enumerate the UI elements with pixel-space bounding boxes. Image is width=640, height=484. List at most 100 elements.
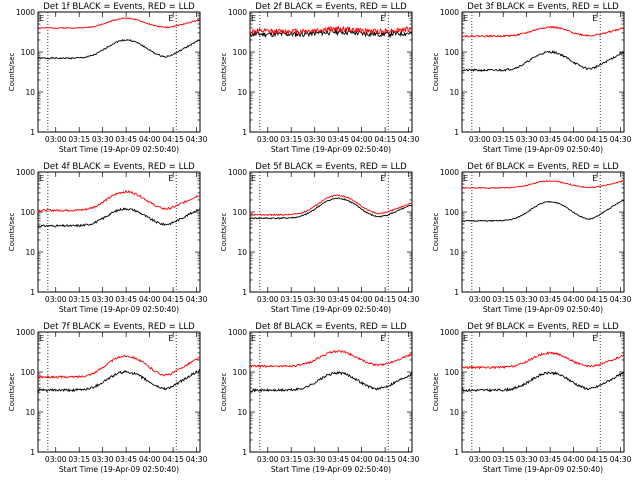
plot-frame (37, 331, 201, 453)
x-tick-label: 03:15 (492, 455, 514, 464)
x-tick-label: 04:15 (162, 135, 184, 144)
x-tick-label: 03:30 (92, 135, 114, 144)
event-marker-letter: E (380, 334, 385, 343)
event-marker-letter: E (39, 334, 44, 343)
x-tick-label: 03:15 (68, 135, 90, 144)
x-tick-label: 04:30 (398, 455, 420, 464)
y-tick-label: 10 (237, 408, 247, 417)
y-tick-label: 10 (237, 88, 247, 97)
x-tick-label: 03:00 (257, 455, 279, 464)
series-lld-line (249, 349, 413, 369)
y-tick-label: 100 (21, 48, 36, 57)
x-tick-label: 04:15 (374, 295, 396, 304)
x-tick-label: 03:00 (45, 455, 67, 464)
event-marker-letter: E (592, 334, 597, 343)
panel-title: Det 8f BLACK = Events, RED = LLD (255, 322, 407, 332)
panel-det-7: Det 7f BLACK = Events, RED = LLD 1 10 100 10… (8, 322, 208, 474)
y-tick-label: 1000 (440, 328, 459, 337)
event-marker-letter: E (251, 14, 256, 23)
y-tick-label: 100 (445, 368, 460, 377)
x-tick-label: 04:00 (563, 295, 585, 304)
panel-title: Det 3f BLACK = Events, RED = LLD (467, 2, 619, 12)
series-events-line (37, 207, 201, 228)
x-tick-label: 04:15 (374, 135, 396, 144)
plot-frame (37, 11, 201, 133)
panel-det-8: Det 8f BLACK = Events, RED = LLD 1 10 100 10… (220, 322, 420, 474)
panel-title: Det 9f BLACK = Events, RED = LLD (467, 322, 619, 332)
y-tick-label: 1 (242, 288, 247, 297)
y-tick-label: 1 (242, 128, 247, 137)
x-tick-label: 03:15 (492, 295, 514, 304)
event-marker-letter: E (39, 174, 44, 183)
x-tick-label: 04:30 (186, 295, 208, 304)
x-tick-label: 04:30 (610, 295, 632, 304)
x-tick-label: 04:00 (351, 295, 373, 304)
y-tick-label: 1000 (440, 168, 459, 177)
y-tick-label: 1000 (228, 8, 247, 17)
event-marker-letter: E (168, 14, 173, 23)
y-axis-label: Counts/sec (8, 373, 16, 412)
event-marker-letter: E (592, 174, 597, 183)
y-axis-label: Counts/sec (8, 53, 16, 92)
y-axis-label: Counts/sec (220, 213, 228, 252)
y-tick-label: 10 (237, 248, 247, 257)
panel-title: Det 7f BLACK = Events, RED = LLD (43, 322, 195, 332)
y-tick-label: 10 (25, 408, 35, 417)
x-axis-label: Start Time (19-Apr-09 02:50:40) (483, 305, 603, 314)
event-marker-letter: E (592, 14, 597, 23)
series-lld-line (249, 24, 413, 36)
y-axis-label: Counts/sec (220, 373, 228, 412)
x-tick-label: 03:45 (327, 135, 349, 144)
x-tick-label: 04:30 (398, 295, 420, 304)
x-tick-label: 03:00 (45, 295, 67, 304)
series-events-line (461, 199, 625, 222)
x-tick-label: 03:45 (115, 455, 137, 464)
x-tick-label: 03:00 (257, 295, 279, 304)
x-tick-label: 03:30 (304, 295, 326, 304)
x-axis-label: Start Time (19-Apr-09 02:50:40) (59, 465, 179, 474)
x-axis-label: Start Time (19-Apr-09 02:50:40) (271, 465, 391, 474)
x-tick-label: 03:15 (492, 135, 514, 144)
series-events-line (249, 197, 413, 220)
panel-title: Det 6f BLACK = Events, RED = LLD (467, 162, 619, 172)
series-events-line (249, 370, 413, 393)
x-tick-label: 04:15 (586, 135, 608, 144)
event-marker-letter: E (168, 334, 173, 343)
x-tick-label: 03:30 (516, 455, 538, 464)
x-tick-label: 04:30 (610, 455, 632, 464)
x-tick-label: 03:45 (115, 135, 137, 144)
y-axis-label: Counts/sec (432, 53, 440, 92)
panel-det-3: Det 3f BLACK = Events, RED = LLD 1 10 100 10… (432, 2, 632, 154)
x-tick-label: 04:30 (186, 135, 208, 144)
y-tick-label: 1 (242, 448, 247, 457)
event-marker-letter: E (463, 14, 468, 23)
x-tick-label: 03:45 (327, 295, 349, 304)
plot-frame (461, 331, 625, 453)
series-events-line (461, 50, 625, 73)
x-tick-label: 03:15 (280, 455, 302, 464)
x-axis-label: Start Time (19-Apr-09 02:50:40) (271, 145, 391, 154)
x-tick-label: 04:15 (586, 295, 608, 304)
x-tick-label: 03:15 (68, 455, 90, 464)
y-tick-label: 1 (30, 128, 35, 137)
x-tick-label: 04:30 (398, 135, 420, 144)
x-tick-label: 04:00 (139, 135, 161, 144)
series-lld-line (461, 25, 625, 38)
event-marker-letter: E (380, 174, 385, 183)
x-tick-label: 04:15 (162, 455, 184, 464)
y-tick-label: 1 (454, 128, 459, 137)
x-tick-label: 03:00 (257, 135, 279, 144)
x-tick-label: 03:15 (68, 295, 90, 304)
x-tick-label: 04:00 (139, 295, 161, 304)
x-axis-label: Start Time (19-Apr-09 02:50:40) (483, 465, 603, 474)
panel-title: Det 4f BLACK = Events, RED = LLD (43, 162, 195, 172)
x-tick-label: 03:00 (45, 135, 67, 144)
x-tick-label: 03:45 (115, 295, 137, 304)
series-events-line (37, 368, 201, 393)
y-tick-label: 10 (25, 88, 35, 97)
x-tick-label: 04:15 (162, 295, 184, 304)
y-tick-label: 100 (445, 48, 460, 57)
x-tick-label: 03:30 (92, 455, 114, 464)
x-tick-label: 04:30 (610, 135, 632, 144)
x-axis-label: Start Time (19-Apr-09 02:50:40) (483, 145, 603, 154)
